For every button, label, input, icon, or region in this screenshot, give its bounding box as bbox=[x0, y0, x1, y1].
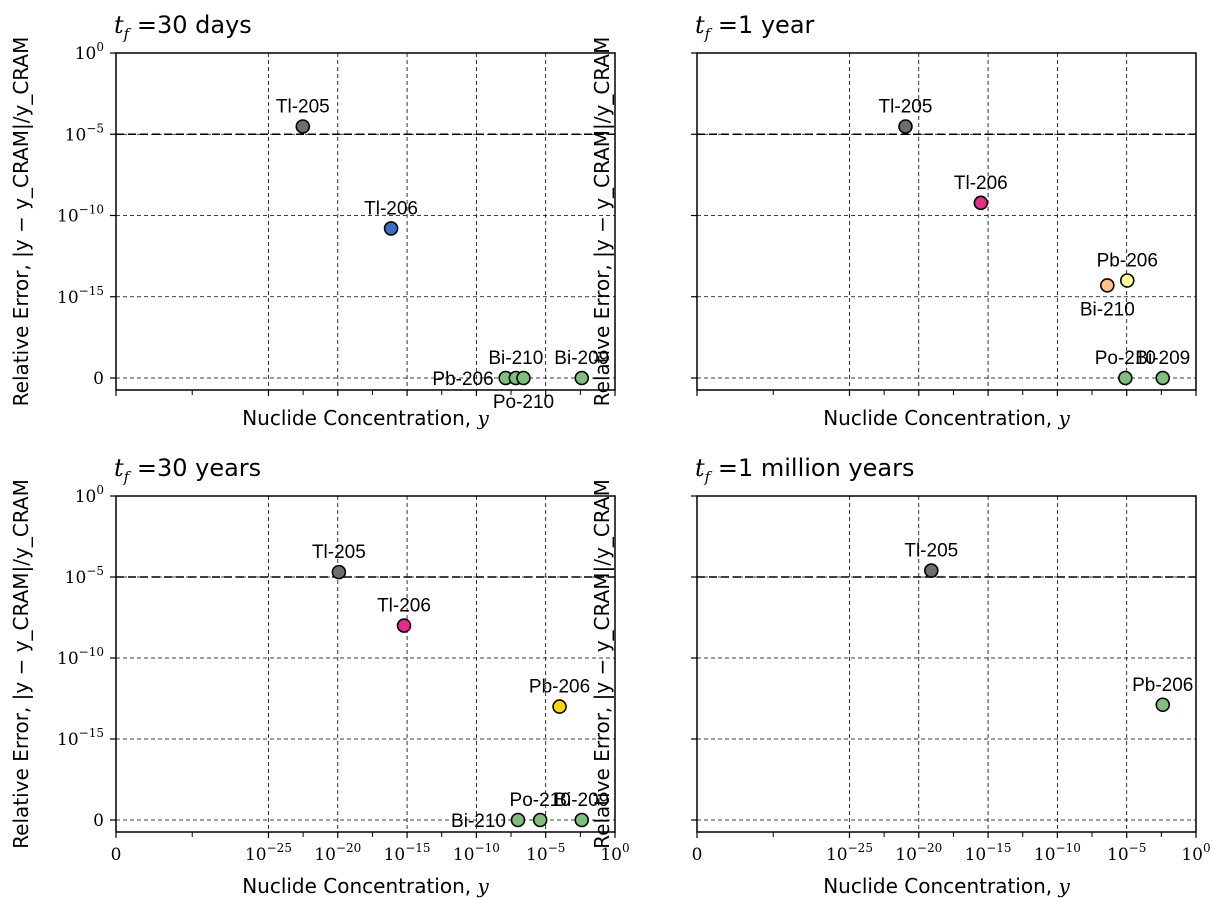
y-axis-label: Relative Error, |y − y_CRAM|/y_CRAM bbox=[9, 37, 33, 407]
y-tick-label: 10−10 bbox=[57, 203, 104, 227]
y-tick-label: 10−5 bbox=[65, 121, 104, 145]
x-tick-label: 0 bbox=[111, 845, 122, 865]
data-point bbox=[295, 119, 311, 134]
point-label: Pb-206 bbox=[432, 369, 493, 390]
data-point bbox=[574, 812, 590, 828]
y-tick-label: 100 bbox=[75, 483, 104, 507]
panel-4: 0 10−25 10−20 10−15 10−10 10−5 100 tf =1 millio… bbox=[590, 454, 1211, 898]
data-point bbox=[1155, 697, 1171, 713]
data-point bbox=[898, 119, 913, 134]
data-point bbox=[1100, 278, 1115, 293]
x-tick-label: 10−25 bbox=[826, 841, 873, 865]
point-label: Bi-210 bbox=[451, 811, 506, 832]
point-label: Pb-206 bbox=[529, 677, 590, 698]
plot-frame bbox=[115, 495, 616, 833]
point-label: Po-210 bbox=[493, 392, 554, 413]
point-label: Po-210 bbox=[1095, 348, 1156, 369]
point-label: Tl-205 bbox=[879, 96, 933, 117]
x-tick-label: 10−25 bbox=[245, 841, 292, 865]
plot-frame bbox=[696, 495, 1197, 833]
point-label: Tl-205 bbox=[312, 542, 366, 563]
point-label: Tl-205 bbox=[276, 96, 330, 117]
point-label: Tl-206 bbox=[364, 198, 418, 219]
x-axis-label: Nuclide Concentration, y bbox=[242, 874, 489, 898]
panel-title: tf =30 days bbox=[114, 11, 252, 43]
panel-title: tf =1 year bbox=[695, 11, 815, 43]
plot-frame bbox=[115, 52, 616, 391]
data-point bbox=[973, 195, 989, 211]
panel-2: tf =1 year Nuclide Concentration, y Relati… bbox=[590, 11, 1197, 430]
x-tick-label: 10−5 bbox=[1107, 841, 1146, 865]
y-axis-label: Relative Error, |y − y_CRAM|/y_CRAM bbox=[590, 479, 614, 849]
y-tick-label: 0 bbox=[93, 811, 104, 831]
panel-1: 0 10−15 10−10 10−5 100 tf =30 days Nuclide Con… bbox=[9, 11, 616, 430]
y-tick-label: 10−5 bbox=[65, 564, 104, 588]
point-label: Bi-209 bbox=[1135, 348, 1190, 369]
x-axis-label: Nuclide Concentration, y bbox=[823, 406, 1070, 430]
point-label: Bi-209 bbox=[554, 790, 609, 811]
x-tick-label: 10−15 bbox=[384, 841, 431, 865]
point-label: Pb-206 bbox=[1132, 675, 1193, 696]
point-label: Tl-205 bbox=[904, 541, 958, 562]
x-tick-label: 10−5 bbox=[526, 841, 565, 865]
data-point bbox=[516, 370, 531, 386]
point-label: Bi-210 bbox=[1080, 299, 1135, 320]
point-label: Po-210 bbox=[510, 790, 571, 811]
x-tick-label: 10−20 bbox=[895, 841, 942, 865]
point-label: Bi-209 bbox=[554, 348, 609, 369]
y-tick-label: 10−10 bbox=[57, 645, 104, 669]
plot-frame bbox=[696, 52, 1197, 391]
x-tick-label: 0 bbox=[692, 845, 703, 865]
x-tick-label: 10−20 bbox=[314, 841, 361, 865]
point-label: Bi-210 bbox=[488, 348, 543, 369]
x-tick-label: 10−10 bbox=[1034, 841, 1081, 865]
y-axis-label: Relative Error, |y − y_CRAM|/y_CRAM bbox=[9, 479, 33, 849]
point-label: Pb-206 bbox=[1097, 251, 1158, 272]
data-point bbox=[1119, 273, 1135, 288]
data-point bbox=[383, 221, 399, 236]
x-tick-label: 10−15 bbox=[965, 841, 1012, 865]
data-point bbox=[1155, 370, 1171, 386]
x-tick-label: 100 bbox=[1181, 841, 1210, 865]
panel-3: 0 10−25 10−20 10−15 10−10 10−5 100 0 10−15 10−10 1… bbox=[9, 454, 630, 898]
data-point bbox=[574, 370, 590, 386]
data-point bbox=[923, 563, 939, 578]
y-tick-label: 100 bbox=[75, 40, 104, 64]
y-tick-label: 10−15 bbox=[57, 726, 104, 750]
data-point bbox=[510, 812, 526, 828]
x-axis-label: Nuclide Concentration, y bbox=[823, 874, 1070, 898]
x-tick-label: 100 bbox=[600, 841, 629, 865]
y-tick-label: 0 bbox=[93, 369, 104, 389]
point-label: Tl-206 bbox=[954, 173, 1008, 194]
data-point bbox=[532, 812, 548, 828]
data-point bbox=[1118, 370, 1133, 386]
point-label: Tl-206 bbox=[377, 596, 431, 617]
y-tick-label: 10−15 bbox=[57, 284, 104, 308]
panel-title: tf =30 years bbox=[114, 454, 261, 486]
data-point bbox=[396, 618, 412, 633]
data-point bbox=[331, 564, 347, 580]
y-axis-label: Relative Error, |y − y_CRAM|/y_CRAM bbox=[590, 37, 614, 407]
x-axis-label: Nuclide Concentration, y bbox=[242, 406, 489, 430]
data-point bbox=[552, 699, 567, 714]
panel-title: tf =1 million years bbox=[695, 454, 914, 486]
x-tick-label: 10−10 bbox=[453, 841, 500, 865]
